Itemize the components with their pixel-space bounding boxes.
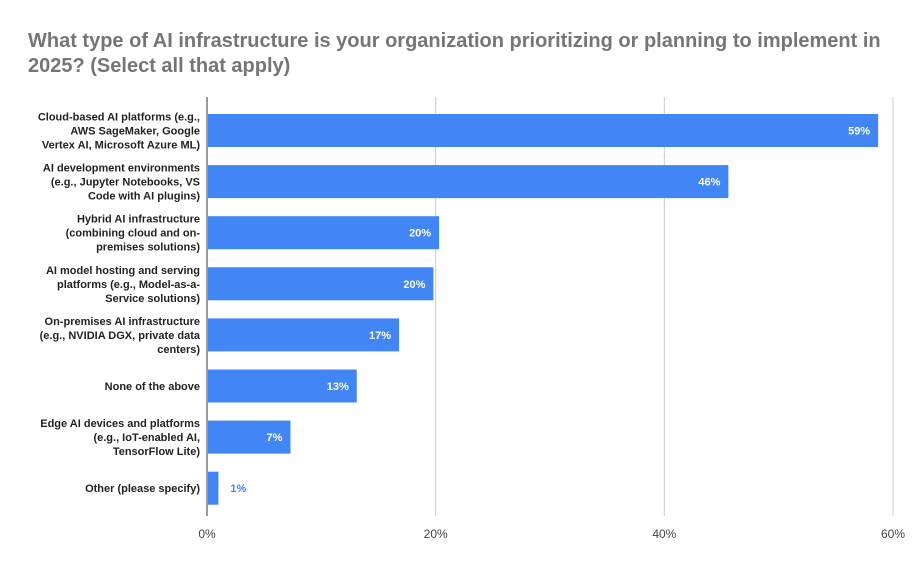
category-label-line: Code with AI plugins)	[88, 191, 200, 203]
bar	[208, 318, 400, 352]
category-label: Cloud-based AI platforms (e.g., AWS SageM…	[38, 112, 200, 152]
bar	[208, 267, 434, 301]
data-label: 20%	[409, 228, 431, 240]
category-label-line: Vertex AI, Microsoft Azure ML)	[42, 140, 200, 152]
bar	[208, 420, 291, 454]
gridlines	[435, 97, 894, 516]
category-label: Edge AI devices and platforms (e.g., IoT-…	[40, 418, 200, 458]
data-label: 7%	[267, 432, 283, 444]
data-label: 20%	[403, 279, 425, 291]
category-label-line: platforms (e.g., Model-as-a-	[57, 279, 200, 291]
category-label-line: Other (please specify)	[85, 483, 200, 495]
category-label-line: (e.g., Jupyter Notebooks, VS	[51, 177, 200, 189]
category-label-line: On-premises AI infrastructure	[45, 316, 200, 328]
category-label: Other (please specify)	[85, 483, 200, 495]
data-label: 17%	[369, 330, 391, 342]
bar	[208, 216, 440, 250]
category-label-line: Edge AI devices and platforms	[40, 418, 200, 430]
category-label-line: centers)	[157, 344, 200, 356]
x-tick-label: 40%	[652, 527, 676, 541]
axes: 0% 20% 40% 60%	[198, 97, 905, 541]
data-label: 46%	[698, 177, 720, 189]
bars	[208, 114, 879, 505]
category-label-line: (e.g., IoT-enabled AI,	[93, 432, 200, 444]
category-label-line: AI development environments	[43, 163, 200, 175]
data-label: 13%	[327, 381, 349, 393]
category-label: AI development environments (e.g., Jupyte…	[43, 163, 200, 203]
bar	[208, 165, 729, 199]
category-label: Hybrid AI infrastructure (combining cloud…	[66, 214, 201, 254]
category-label-line: None of the above	[105, 381, 200, 393]
category-label-line: premises solutions)	[96, 242, 200, 254]
bar	[208, 369, 357, 403]
category-label-line: AI model hosting and serving	[46, 265, 200, 277]
chart-title: What type of AI infrastructure is your o…	[28, 30, 881, 77]
category-label: AI model hosting and serving platforms (e…	[46, 265, 200, 305]
category-label-line: (e.g., NVIDIA DGX, private data	[40, 330, 201, 342]
category-label-line: AWS SageMaker, Google	[70, 126, 200, 138]
x-tick-label: 60%	[881, 527, 905, 541]
bar	[208, 471, 219, 505]
x-tick-label: 0%	[198, 527, 216, 541]
bar	[208, 114, 879, 147]
category-label-line: (combining cloud and on-	[66, 228, 201, 240]
category-label-line: Cloud-based AI platforms (e.g.,	[38, 112, 200, 124]
category-label-line: TensorFlow Lite)	[113, 446, 201, 458]
category-label: On-premises AI infrastructure (e.g., NVID…	[40, 316, 201, 356]
category-label: None of the above	[105, 381, 200, 393]
x-tick-label: 20%	[424, 527, 448, 541]
data-label: 59%	[848, 126, 870, 138]
category-label-line: Hybrid AI infrastructure	[77, 214, 200, 226]
category-label-line: Service solutions)	[105, 293, 200, 305]
data-label: 1%	[230, 483, 246, 495]
labels: 59% Cloud-based AI platforms (e.g., AWS Sa…	[38, 112, 871, 496]
